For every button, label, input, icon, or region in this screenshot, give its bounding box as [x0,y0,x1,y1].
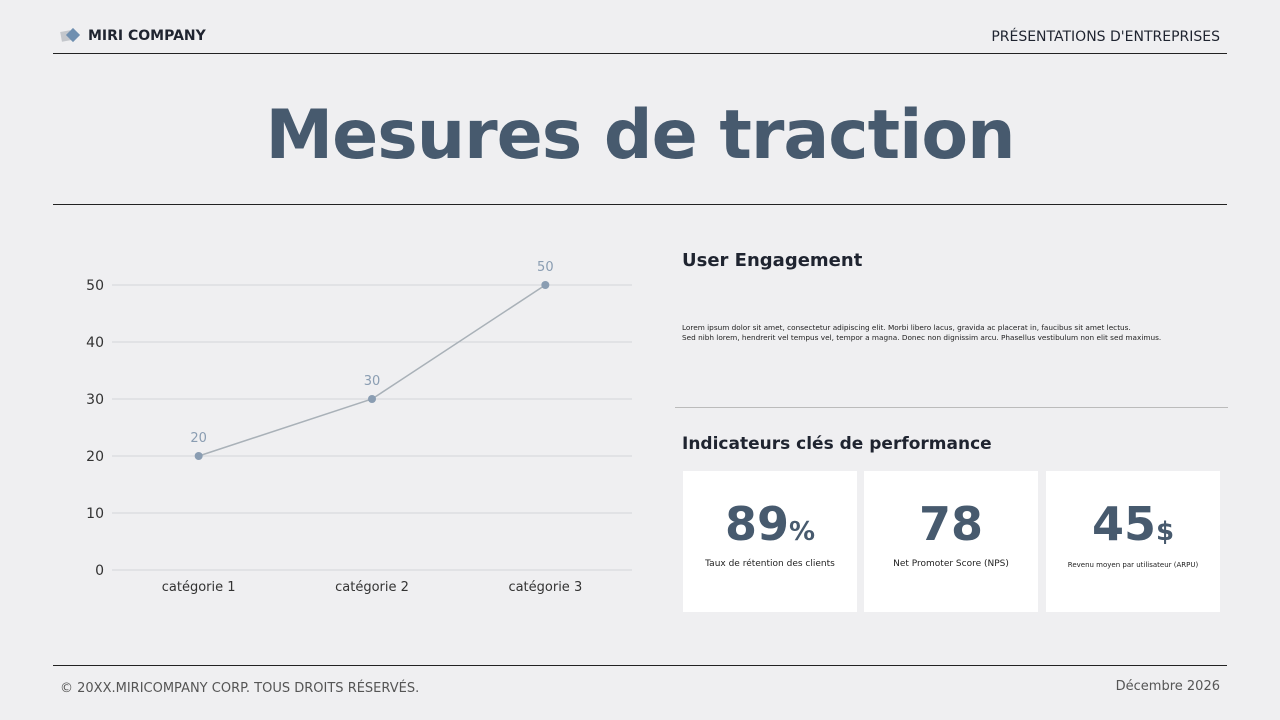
y-tick-label: 20 [86,449,104,465]
kpi-title: Indicateurs clés de performance [682,434,992,454]
copyright: © 20XX.MIRICOMPANY CORP. TOUS DROITS RÉS… [60,681,420,696]
y-tick-label: 0 [95,563,104,579]
y-tick-label: 10 [86,506,104,522]
kpi-card-arpu: 45$ Revenu moyen par utilisateur (ARPU) [1046,471,1220,612]
x-tick-label: catégorie 2 [335,580,409,595]
text-line: Lorem ipsum dolor sit amet, consectetur … [682,323,1131,332]
data-point [368,395,376,403]
kpi-card-retention: 89% Taux de rétention des clients [683,471,857,612]
data-point [194,452,203,460]
engagement-text: Lorem ipsum dolor sit amet, consectetur … [682,323,1222,343]
section-label: PRÉSENTATIONS D'ENTREPRISES [991,29,1220,45]
divider [53,665,1227,666]
page-title: Mesures de traction [265,96,1015,175]
y-tick-label: 50 [86,278,104,294]
company-logo: MIRI COMPANY [60,28,206,44]
divider [53,53,1227,54]
x-tick-label: catégorie 1 [162,580,236,595]
y-tick-label: 40 [86,335,104,351]
kpi-label: Revenu moyen par utilisateur (ARPU) [1067,561,1199,569]
kpi-label: Net Promoter Score (NPS) [893,559,1009,569]
data-label: 30 [364,374,381,389]
text-line: Sed nibh lorem, hendrerit vel tempus vel… [682,333,1162,342]
y-tick-label: 30 [86,392,104,408]
data-point [541,281,550,289]
kpi-value: 78 [918,497,983,551]
divider [675,407,1228,408]
line-chart: 0 10 20 30 40 50 catégorie 1 catégorie 2 catégor… [86,260,632,595]
data-label: 50 [537,260,554,275]
kpi-value: 89% [724,497,816,551]
x-tick-label: catégorie 3 [508,580,582,595]
series-line [198,284,546,457]
data-label: 20 [190,431,207,446]
kpi-value: 45$ [1091,497,1175,551]
kpi-label: Taux de rétention des clients [705,559,835,569]
divider [53,204,1227,205]
engagement-title: User Engagement [682,250,863,271]
date: Décembre 2026 [1115,679,1220,694]
company-name: MIRI COMPANY [88,28,206,44]
logo-icon [60,28,81,43]
kpi-card-nps: 78 Net Promoter Score (NPS) [864,471,1038,612]
